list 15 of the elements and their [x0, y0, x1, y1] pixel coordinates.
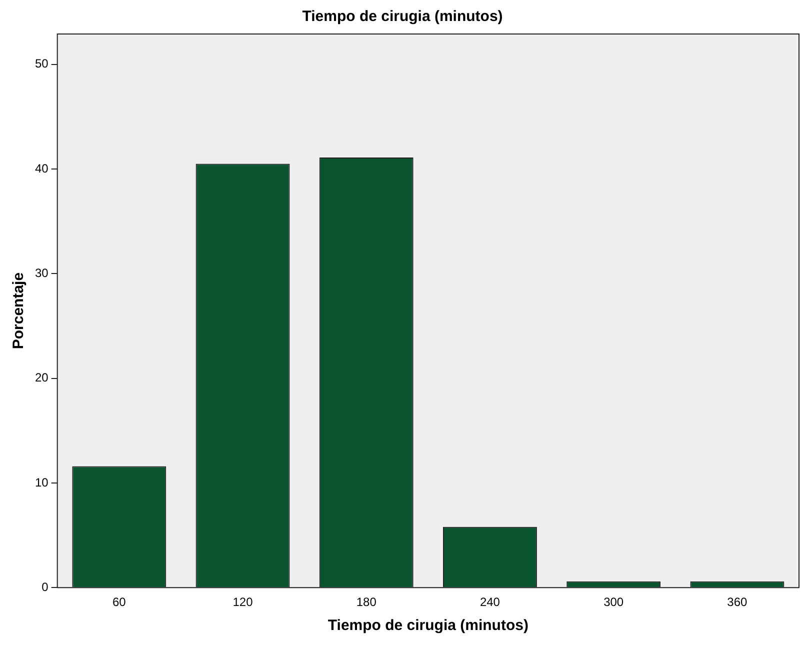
y-axis-title: Porcentaje [10, 272, 28, 350]
y-tick-label: 30 [34, 266, 49, 280]
x-tick-label: 360 [727, 595, 748, 610]
y-tick-label: 40 [34, 161, 49, 176]
y-tick-label: 0 [42, 580, 49, 594]
x-tick-label: 60 [112, 595, 126, 610]
y-tick-label: 20 [34, 370, 49, 385]
x-axis-title: Tiempo de cirugia (minutos) [328, 617, 528, 634]
chart-title: Tiempo de cirugia (minutos) [302, 8, 503, 26]
x-tick-label: 240 [480, 595, 500, 610]
x-tick-label: 300 [604, 595, 624, 610]
y-tick-label: 10 [34, 475, 49, 490]
x-tick-label: 120 [232, 595, 254, 610]
x-tick-label: 180 [356, 595, 377, 610]
y-tick-label: 50 [34, 56, 49, 71]
